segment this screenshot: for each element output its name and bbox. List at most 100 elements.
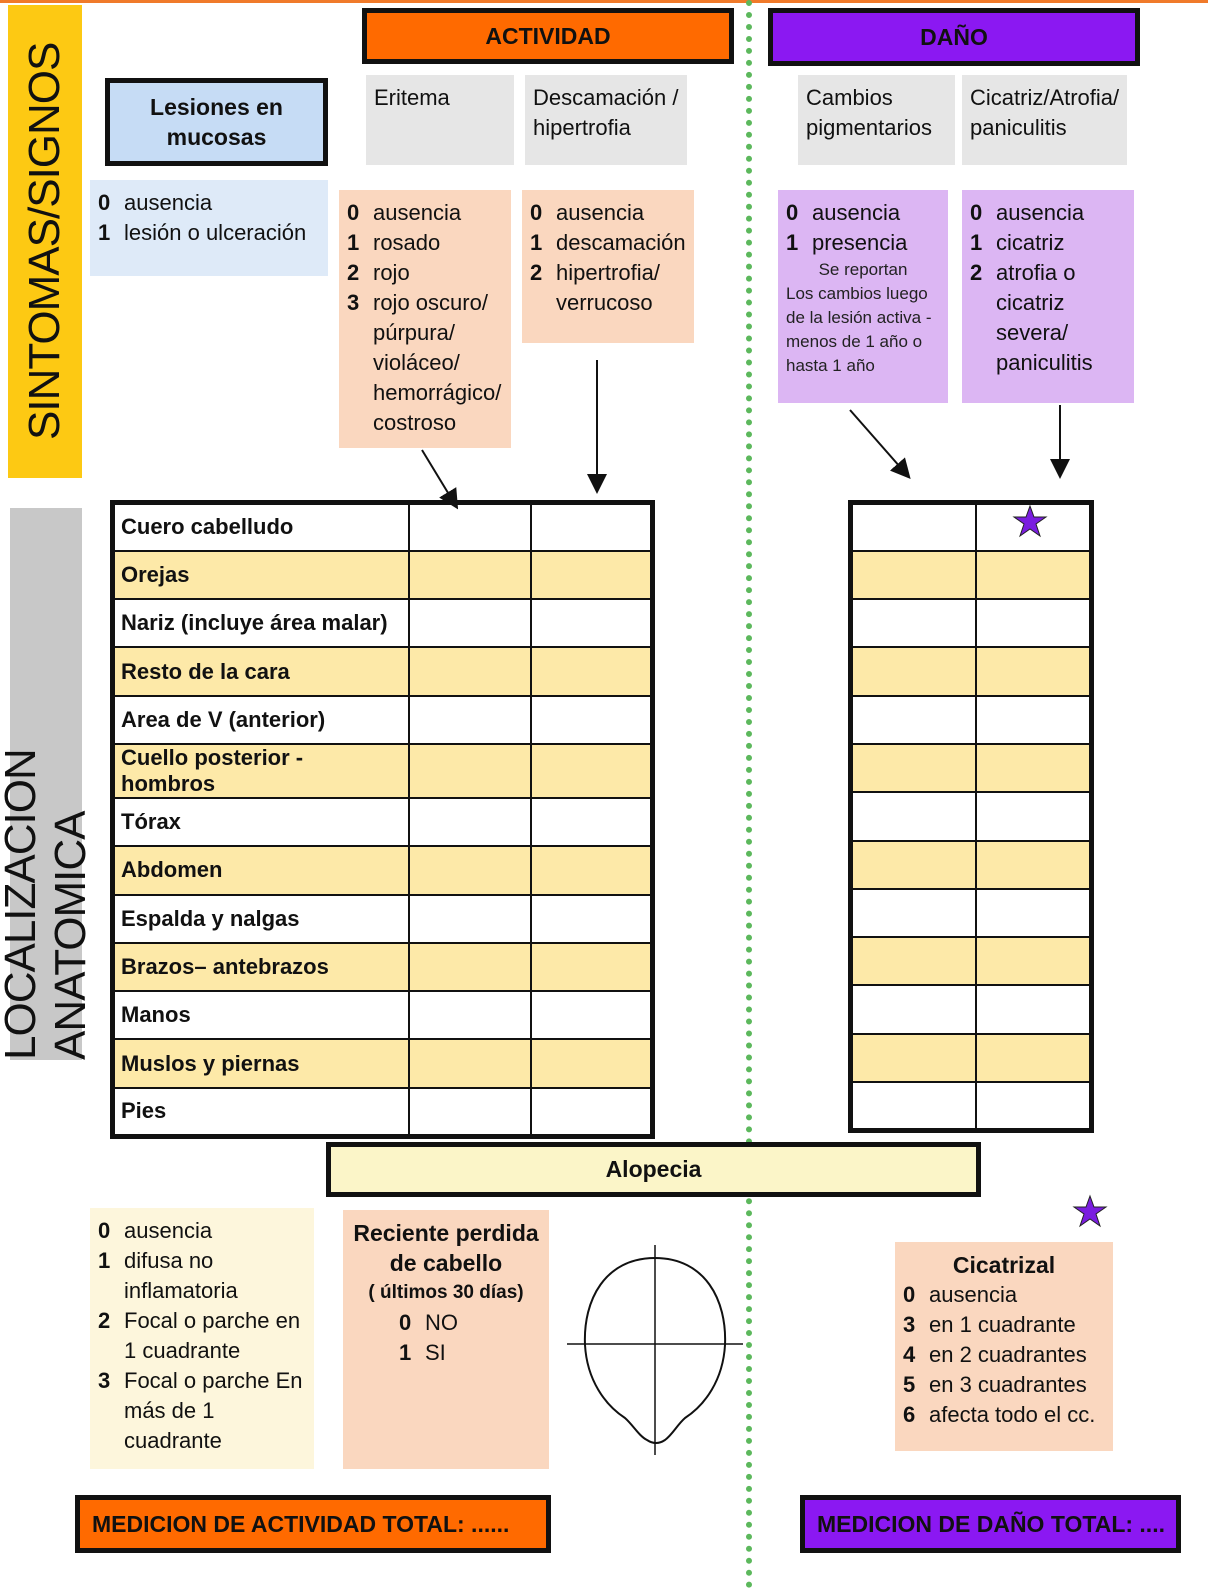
row: Brazos– antebrazos: [111, 941, 654, 993]
code: 3: [903, 1312, 916, 1337]
scarring: Cicatrizal 0 ausencia 3 en 1 cuadrante 4 en 2 …: [895, 1242, 1113, 1451]
scale-item: 6 afecta todo el cc.: [903, 1400, 1105, 1430]
region: Cuero cabelludo: [111, 501, 410, 552]
row: [849, 598, 1093, 649]
code: 2: [530, 260, 543, 285]
cell: [529, 742, 654, 799]
text: SI: [425, 1340, 446, 1365]
scale-item: 2 hipertrofia/ verrucoso: [530, 258, 686, 318]
cell: [407, 941, 532, 993]
arrow: [849, 409, 911, 480]
row: Espalda y nalgas: [111, 893, 654, 944]
cell: [849, 839, 977, 890]
code: 2: [98, 1308, 111, 1333]
text: rojo: [373, 260, 410, 285]
cell: [407, 893, 532, 944]
cell: [849, 936, 977, 987]
text: ausencia: [373, 200, 462, 225]
column-scale: 0 ausencia 1 presencia Se reportan Los cambio…: [778, 190, 948, 403]
scale-item: 4 en 2 cuadrantes: [903, 1340, 1105, 1370]
scale-item: 1 difusa no inflamatoria: [98, 1246, 306, 1306]
region: Abdomen: [111, 845, 410, 896]
cell: [407, 796, 532, 848]
region: Espalda y nalgas: [111, 893, 410, 944]
scale-item: 1 lesión o ulceración: [98, 218, 320, 248]
cell: [407, 1086, 532, 1138]
column-scale: 0 ausencia 1 rosado 2 rojo 3 rojo oscuro/ púrpu…: [339, 190, 511, 448]
cell: [407, 646, 532, 697]
column-scale: 0 ausencia 1 cicatriz 2 atrofia o cicatriz se…: [962, 190, 1134, 403]
scale-item: 3 en 1 cuadrante: [903, 1310, 1105, 1340]
text: Focal o parche En más de 1 cuadrante: [124, 1368, 303, 1453]
column-scale: 0 ausencia 1 descamación 2 hipertrofia/ verru…: [522, 190, 694, 343]
scale-item: 3 rojo oscuro/ púrpura/ violáceo/ hemorrá…: [347, 288, 503, 438]
note: Los cambios luego de la lesión activa -m…: [786, 284, 932, 375]
cell: [529, 501, 654, 552]
text: difusa no inflamatoria: [124, 1248, 238, 1303]
scale-item: 5 en 3 cuadrantes: [903, 1370, 1105, 1400]
row: Cuello posterior - hombros: [111, 742, 654, 799]
row: Area de V (anterior): [111, 694, 654, 745]
options: 0 NO 1 SI: [351, 1308, 541, 1368]
alopecia-scale: 0 ausencia 1 difusa no inflamatoria 2 Focal o…: [90, 1208, 314, 1469]
section-header: DAÑO: [768, 8, 1140, 66]
text: hipertrofia/ verrucoso: [556, 260, 660, 315]
cell: [974, 694, 1093, 745]
text: Focal o parche en 1 cuadrante: [124, 1308, 301, 1363]
row: Abdomen: [111, 845, 654, 896]
scale-item: 0 ausencia: [786, 198, 940, 228]
row: [849, 839, 1093, 890]
scarring-title: Cicatrizal: [952, 1252, 1056, 1278]
code: 1: [347, 230, 360, 255]
scale-item: 1 descamación: [530, 228, 686, 258]
cell: [529, 941, 654, 993]
row: [849, 646, 1093, 697]
scale-item: 3 Focal o parche En más de 1 cuadrante: [98, 1366, 306, 1456]
region: Pies: [111, 1086, 410, 1138]
code: 1: [98, 220, 111, 245]
text: NO: [425, 1310, 458, 1335]
row: [849, 936, 1093, 987]
row: Tórax: [111, 796, 654, 848]
code: 3: [98, 1368, 111, 1393]
mucosa-scale: 0 ausencia 1 lesión o ulceración: [90, 180, 328, 276]
code: 1: [530, 230, 543, 255]
text: en 3 cuadrantes: [929, 1372, 1087, 1397]
code: 4: [903, 1342, 916, 1367]
section-header: ACTIVIDAD: [362, 8, 734, 64]
divider: [746, 0, 752, 1589]
cell: [529, 598, 654, 649]
code: 1: [399, 1340, 412, 1365]
cell: [407, 598, 532, 649]
column-header: Cicatriz/Atrofia/ paniculitis: [962, 75, 1127, 165]
row: Orejas: [111, 549, 654, 601]
row: [849, 791, 1093, 842]
scale-item: 0 ausencia: [347, 198, 503, 228]
cell: [407, 990, 532, 1041]
row: [849, 1081, 1093, 1132]
cell: [849, 1081, 977, 1132]
scale-item: 1 cicatriz: [970, 228, 1126, 258]
region: Orejas: [111, 549, 410, 601]
cell: [849, 694, 977, 745]
cell: [974, 549, 1093, 601]
cell: [529, 646, 654, 697]
cell: [407, 1038, 532, 1089]
text: ausencia: [996, 200, 1085, 225]
cell: [974, 646, 1093, 697]
cell: [974, 984, 1093, 1035]
text: en 2 cuadrantes: [929, 1342, 1087, 1367]
cell: [529, 990, 654, 1041]
cell: [974, 791, 1093, 842]
cell: [529, 1086, 654, 1138]
row: Manos: [111, 990, 654, 1041]
recent-subtitle: ( últimos 30 días): [368, 1282, 524, 1303]
scale-item: 1 rosado: [347, 228, 503, 258]
cell: [407, 549, 532, 601]
cell: [529, 1038, 654, 1089]
recent-loss: Reciente perdida de cabello ( últimos 30 …: [343, 1210, 549, 1469]
cell: [974, 1032, 1093, 1084]
cell: [529, 549, 654, 601]
text: atrofia o cicatriz severa/ paniculitis: [996, 260, 1093, 375]
